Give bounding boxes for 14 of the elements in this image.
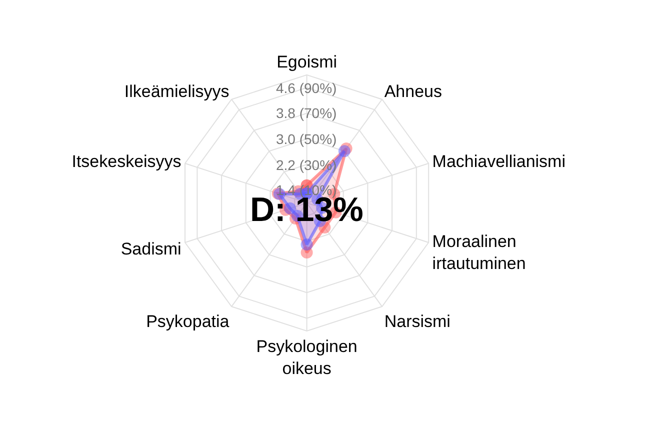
- spoke-label: Ilkeämielisyys: [124, 82, 230, 101]
- y-tick-label: 3.8 (70%): [276, 105, 337, 121]
- spoke-label: Machiavellianismi: [432, 152, 566, 171]
- y-tick-label: 4.6 (90%): [276, 80, 337, 96]
- y-tick-label: 1.4 (10%): [276, 182, 337, 198]
- spoke-label: Sadismi: [120, 240, 182, 259]
- spoke-label: Ahneus: [384, 82, 442, 101]
- spoke-label: Narsismi: [384, 312, 450, 331]
- spoke-label: Moraalinen irtautuminen: [432, 232, 526, 274]
- spoke-label: Psykologinen oikeus: [256, 336, 358, 378]
- spoke-label: Egoismi: [276, 52, 338, 72]
- spoke-label: Psykopatia: [146, 312, 230, 331]
- spoke-label: Itsekeskeisyys: [72, 152, 182, 171]
- y-tick-label: 3.0 (50%): [276, 131, 337, 147]
